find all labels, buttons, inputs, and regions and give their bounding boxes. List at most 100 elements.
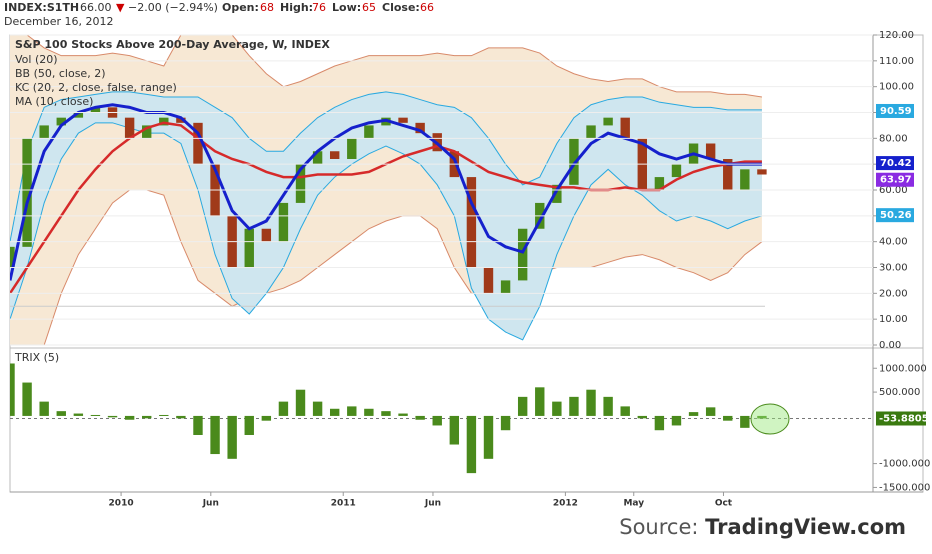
candle-body xyxy=(39,125,49,139)
x-tick-label: Oct xyxy=(715,499,733,509)
candle-body xyxy=(329,151,340,159)
candle-body xyxy=(159,117,169,126)
high-label: High: xyxy=(280,1,313,14)
source-brand: TradingView.com xyxy=(705,515,906,539)
candle-body xyxy=(705,143,716,159)
histogram-bar xyxy=(398,413,408,416)
histogram-bar xyxy=(603,396,613,416)
value-badge xyxy=(876,411,926,426)
x-tick-label: Jun xyxy=(424,499,441,509)
histogram-bar xyxy=(740,415,750,428)
histogram-bar xyxy=(723,415,733,421)
price-badge-label: 63.97 xyxy=(880,175,912,186)
histogram-bar xyxy=(159,414,169,416)
candle-body xyxy=(295,164,306,203)
histogram-bar xyxy=(73,413,84,416)
y-tick-label: 500.000 xyxy=(879,387,920,398)
histogram-bar xyxy=(705,407,716,416)
y-tick-label: 110.00 xyxy=(879,56,914,67)
candle-body xyxy=(500,280,511,294)
candle-body xyxy=(517,228,528,281)
price-pane xyxy=(10,35,767,345)
histogram-bar xyxy=(90,414,101,416)
y-tick-label: 80.00 xyxy=(879,133,908,144)
high: 76 xyxy=(312,1,326,14)
candle-body xyxy=(176,117,186,123)
candle-body xyxy=(73,112,84,118)
indicator-label: BB (50, close, 2) xyxy=(15,67,106,80)
highlight xyxy=(750,403,790,435)
y-tick-label: 40.00 xyxy=(879,237,908,248)
histogram-bar xyxy=(466,415,477,474)
low-label: Low: xyxy=(332,1,361,14)
y-tick-label: 10.00 xyxy=(879,314,908,325)
x-tick-label: 2011 xyxy=(331,499,356,509)
y-tick-label: 20.00 xyxy=(879,288,908,299)
close-label: Close: xyxy=(382,1,420,14)
histogram-bar xyxy=(569,396,579,416)
open: 68 xyxy=(260,1,274,14)
price-badge xyxy=(876,103,914,118)
candle-body xyxy=(364,125,374,139)
candle-body xyxy=(569,138,579,185)
histogram-bar xyxy=(10,363,15,416)
candle-body xyxy=(552,184,562,203)
source-prefix: Source: xyxy=(619,515,698,539)
y-tick-label: 30.00 xyxy=(879,263,908,274)
histogram-bar xyxy=(227,415,237,459)
candle-body xyxy=(398,117,408,123)
y-tick-label: 1000.000 xyxy=(879,363,927,374)
y-tick-label: -1500.000 xyxy=(879,482,930,493)
close: 66 xyxy=(420,1,434,14)
arrow: ▼ xyxy=(116,1,125,14)
y-tick-label: 60.00 xyxy=(879,185,908,196)
value-badge-label: -53.8805 xyxy=(879,413,929,424)
x-tick-label: Jun xyxy=(202,499,219,509)
candle-body xyxy=(56,117,66,126)
indicator-label: KC (20, 2, close, false, range) xyxy=(15,81,177,94)
candle-body xyxy=(124,117,135,139)
candle-body xyxy=(10,246,15,268)
pane-title: TRIX (5) xyxy=(14,351,59,364)
candle-body xyxy=(586,125,596,139)
histogram-bar xyxy=(415,415,425,420)
x-tick-label: May xyxy=(623,499,644,509)
candle-body xyxy=(671,164,682,178)
histogram-bar xyxy=(261,415,272,421)
candle-body xyxy=(90,107,101,113)
candle-body xyxy=(740,169,750,190)
candle-body xyxy=(483,267,494,294)
date: December 16, 2012 xyxy=(4,15,114,28)
line xyxy=(10,103,762,281)
histogram-bar xyxy=(449,415,460,445)
candle-body xyxy=(278,202,289,242)
histogram-bar xyxy=(688,412,699,416)
price-badge xyxy=(876,208,914,223)
histogram-bar xyxy=(56,411,66,416)
price-badge-label: 90.59 xyxy=(880,106,912,117)
price-badge xyxy=(876,156,914,171)
histogram-bar xyxy=(620,406,630,416)
histogram-bar xyxy=(295,389,306,416)
histogram-bar xyxy=(312,401,323,416)
histogram-bar xyxy=(654,415,665,431)
open-label: Open: xyxy=(222,1,259,14)
histogram-bar xyxy=(278,401,289,416)
y-tick-label: -1000.000 xyxy=(879,459,930,470)
candle-body xyxy=(466,177,477,268)
low: 65 xyxy=(362,1,376,14)
histogram-bar xyxy=(586,389,596,416)
y-tick-label: 120.00 xyxy=(879,30,914,41)
histogram-bar xyxy=(483,415,494,459)
histogram-bar xyxy=(757,415,767,419)
candle-body xyxy=(142,125,152,139)
band-line xyxy=(10,91,762,242)
candle-body xyxy=(654,177,665,190)
pane-title: S&P 100 Stocks Above 200-Day Average, W,… xyxy=(15,38,330,51)
histogram-bar xyxy=(244,415,254,435)
band-line xyxy=(10,122,763,341)
histogram-bar xyxy=(329,408,340,416)
histogram-bar xyxy=(671,415,682,426)
candle-body xyxy=(193,122,203,165)
